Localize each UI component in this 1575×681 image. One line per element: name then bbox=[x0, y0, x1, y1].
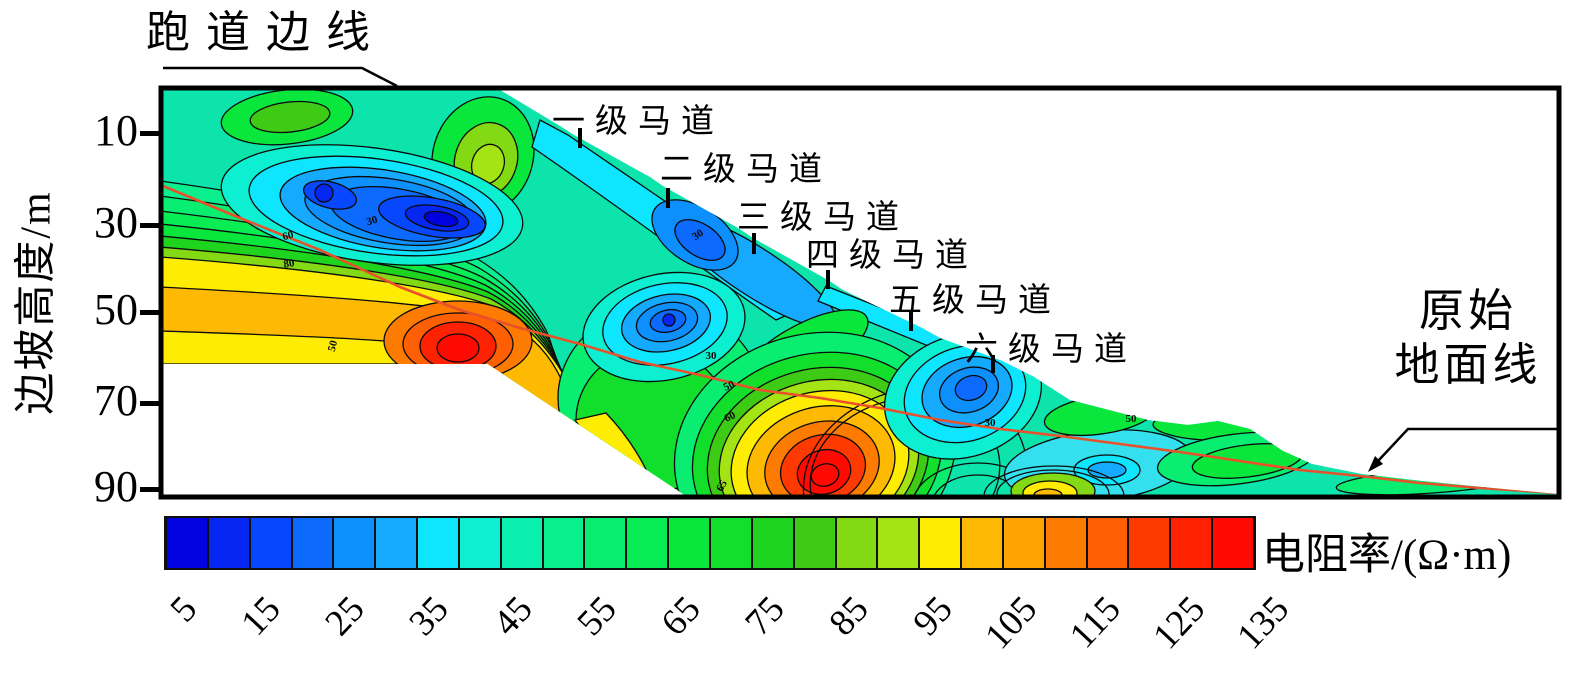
original-ground-line bbox=[162, 184, 1557, 495]
ground-label-line1: 原始 bbox=[1418, 286, 1517, 336]
colorbar-cell bbox=[1002, 518, 1045, 568]
berm-tick bbox=[909, 312, 913, 331]
berm-label: 二级马道 bbox=[660, 152, 832, 188]
berm-tick bbox=[826, 270, 830, 289]
colorbar-cell bbox=[207, 518, 250, 568]
contour-value-label: 50 bbox=[1125, 413, 1137, 425]
berm-label: 三级马道 bbox=[737, 200, 909, 236]
colorbar-cell bbox=[835, 518, 878, 568]
y-tick-label: 90 bbox=[94, 462, 138, 511]
y-tick-label: 70 bbox=[94, 376, 138, 425]
berm-label: 五级马道 bbox=[889, 283, 1061, 319]
colorbar-cell bbox=[1212, 518, 1254, 568]
colorbar-cell bbox=[500, 518, 543, 568]
y-tick-mark bbox=[140, 487, 163, 492]
colorbar-cell bbox=[291, 518, 334, 568]
berm-tick bbox=[578, 128, 582, 148]
colorbar-title: 电阻率/(Ω·m) bbox=[1262, 532, 1512, 579]
contour-value-label: 30 bbox=[984, 417, 996, 429]
ground-line-leader bbox=[1368, 427, 1560, 472]
colorbar-cell bbox=[877, 518, 920, 568]
colorbar-cell bbox=[1044, 518, 1087, 568]
colorbar-cell bbox=[1086, 518, 1129, 568]
colorbar-cell bbox=[166, 518, 208, 568]
colorbar-cell bbox=[961, 518, 1003, 568]
colorbar-cell bbox=[458, 518, 501, 568]
colorbar-cell bbox=[751, 518, 794, 568]
colorbar-cell bbox=[793, 518, 836, 568]
contour-value-label: 80 bbox=[282, 257, 296, 271]
y-tick-mark bbox=[140, 131, 163, 136]
y-tick-mark bbox=[140, 401, 163, 406]
y-tick-mark bbox=[140, 310, 163, 315]
colorbar-cell bbox=[709, 518, 752, 568]
colorbar-cell bbox=[375, 518, 418, 568]
runway-edge-label: 跑道边线 bbox=[146, 8, 386, 57]
contour-value-label: 30 bbox=[705, 350, 717, 362]
original-ground-line-label: 原始 地面线 bbox=[1360, 284, 1575, 392]
colorbar-cell bbox=[1128, 518, 1171, 568]
colorbar-cell bbox=[1170, 518, 1213, 568]
berm-tick bbox=[991, 355, 995, 373]
colorbar-cell bbox=[668, 518, 710, 568]
y-tick-label: 10 bbox=[94, 106, 138, 155]
berm-tick bbox=[666, 188, 670, 208]
colorbar bbox=[164, 516, 1256, 570]
berm-label: 四级马道 bbox=[806, 238, 978, 274]
colorbar-cell bbox=[919, 518, 962, 568]
berm-tick bbox=[752, 233, 756, 254]
runway-leader-line bbox=[163, 66, 398, 88]
y-tick-label: 30 bbox=[94, 198, 138, 247]
colorbar-cell bbox=[249, 518, 292, 568]
colorbar-cell bbox=[584, 518, 627, 568]
colorbar-cell bbox=[333, 518, 376, 568]
y-tick-label: 50 bbox=[94, 285, 138, 334]
colorbar-cell bbox=[542, 518, 585, 568]
colorbar-cell bbox=[626, 518, 669, 568]
y-tick-mark bbox=[140, 223, 163, 228]
colorbar-cell bbox=[417, 518, 459, 568]
plot-border bbox=[158, 85, 1562, 500]
ground-label-line2: 地面线 bbox=[1394, 340, 1542, 390]
